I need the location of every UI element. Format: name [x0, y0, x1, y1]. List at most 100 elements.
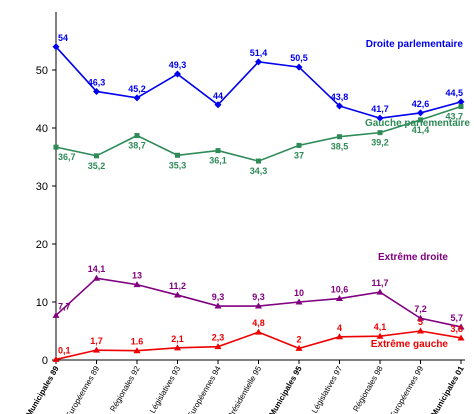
data-point: [336, 102, 343, 110]
data-label: 10: [294, 288, 304, 298]
data-label: 35,2: [88, 161, 106, 171]
data-point: [52, 43, 60, 51]
data-label: 46,3: [88, 77, 106, 87]
data-label: 7,2: [414, 304, 427, 314]
data-label: 44: [213, 91, 223, 101]
data-label: 4,1: [374, 322, 387, 332]
data-label: 14,1: [88, 264, 106, 274]
data-label: 9,3: [212, 292, 225, 302]
y-tick-label: 0: [42, 355, 48, 367]
data-point: [336, 333, 343, 340]
data-label: 7,7: [58, 301, 71, 311]
data-label: 45,2: [128, 84, 146, 94]
y-tick-label: 50: [36, 65, 48, 77]
data-point: [214, 101, 222, 109]
data-label: 37: [294, 150, 304, 160]
data-point: [93, 87, 100, 95]
data-label: 36,1: [209, 156, 227, 166]
x-tick-label: Municipales 89: [24, 364, 61, 414]
data-label: 11,7: [371, 278, 388, 288]
data-label: 36,7: [58, 152, 76, 162]
data-point: [295, 298, 303, 305]
data-label: 51,4: [250, 48, 268, 58]
data-point: [255, 302, 262, 309]
data-point: [337, 134, 342, 140]
data-label: 13: [132, 271, 142, 281]
data-point: [457, 98, 465, 106]
data-point: [52, 311, 60, 318]
data-label: 54: [58, 33, 68, 43]
data-label: 34,3: [250, 166, 268, 176]
x-tick-label: Régionales 98: [351, 364, 385, 413]
data-label: 41,4: [412, 125, 430, 135]
data-point: [174, 70, 181, 78]
series-name-label: Extrême gauche: [371, 339, 449, 350]
data-point: [174, 291, 181, 298]
x-tick-label: Européennes 99: [388, 364, 425, 414]
data-label: 4,8: [252, 318, 265, 328]
data-label: 49,3: [169, 60, 187, 70]
data-point: [457, 323, 465, 330]
x-tick-label: Présidentielle 95: [226, 364, 264, 414]
series-layer: [52, 43, 465, 362]
data-point: [377, 130, 383, 136]
data-point: [52, 355, 60, 362]
data-label: 2,3: [212, 333, 225, 343]
y-tick-label: 30: [36, 181, 48, 193]
x-tick-label: Législatives 93: [148, 364, 183, 414]
data-label: 42,6: [412, 99, 430, 109]
data-point: [214, 302, 222, 309]
data-labels: 54 46,3 45,2 49,3 44 51,4 50,5 4 3,8 41,7 42,6 44,5…: [58, 33, 463, 356]
data-label: 1,7: [90, 336, 103, 346]
data-label: 43,7: [445, 112, 463, 122]
data-label: 4: [337, 323, 342, 333]
x-tick-label: Européennes 89: [64, 364, 101, 414]
data-label: 3,8: [450, 324, 463, 334]
data-label: 41,7: [371, 104, 389, 114]
series-labels: Droite parlementaire Gauche parlementaire…: [365, 39, 470, 350]
data-label: 2,1: [171, 334, 184, 344]
data-point: [93, 346, 100, 353]
data-point: [255, 328, 262, 335]
series-name-label: Gauche parlementaire: [365, 118, 470, 129]
data-label: 50,5: [290, 53, 308, 63]
data-point: [295, 63, 303, 71]
data-point: [336, 295, 343, 302]
y-tick-label: 20: [36, 239, 48, 251]
series-line: [55, 105, 462, 162]
data-point: [295, 344, 303, 351]
data-point: [417, 109, 424, 117]
data-point: [133, 281, 141, 288]
data-point: [215, 148, 221, 154]
data-point: [94, 153, 99, 159]
data-label: 10,6: [331, 285, 349, 295]
data-point: [376, 114, 384, 122]
data-label: 39,2: [371, 138, 389, 148]
data-point: [376, 332, 384, 339]
data-point: [458, 104, 464, 110]
data-label: 5,7: [450, 313, 463, 323]
data-label: 2: [296, 334, 301, 344]
data-label: 38,7: [128, 141, 146, 151]
data-point: [376, 288, 384, 295]
series-name-label: Extrême droite: [378, 252, 448, 263]
data-point: [134, 133, 140, 139]
data-label: 38,5: [331, 142, 349, 152]
data-label: 9,3: [252, 292, 265, 302]
data-point: [214, 343, 222, 350]
axes: 0 10 20 30 40 50 Municipales 89 Européennes 89 R…: [24, 12, 466, 414]
x-tick-label: Municipales 95: [267, 364, 304, 414]
data-label: 0,1: [58, 345, 71, 355]
data-point: [296, 142, 302, 148]
data-label: 1.6: [131, 337, 144, 347]
data-label: 44,5: [445, 88, 463, 98]
data-label: 5: [418, 317, 423, 327]
data-point: [255, 58, 262, 66]
y-tick-label: 40: [36, 123, 48, 135]
data-label: 35,3: [169, 160, 187, 170]
data-point: [133, 347, 141, 354]
data-point: [133, 94, 141, 102]
data-point: [93, 274, 100, 281]
data-label: 11,2: [169, 281, 186, 291]
data-point: [417, 327, 424, 334]
